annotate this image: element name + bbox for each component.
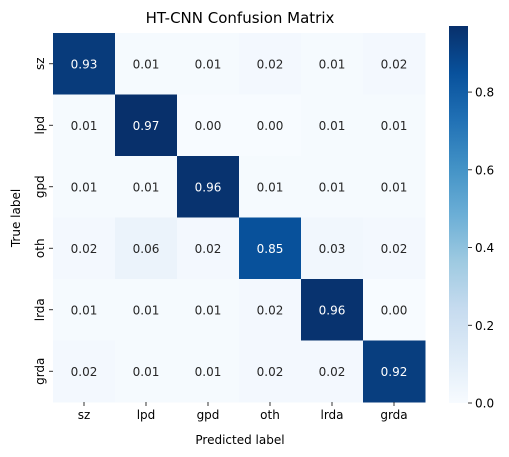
- cell-value-label: 0.00: [195, 119, 222, 133]
- heatmap-cell: [53, 340, 116, 403]
- colorbar-tick-label: 0.0: [475, 397, 494, 411]
- cell-value-label: 0.02: [71, 242, 98, 256]
- x-tick-label: grda: [380, 408, 407, 422]
- cell-value-label: 0.01: [319, 119, 346, 133]
- heatmap-cell: [301, 340, 364, 403]
- heatmap-cells: [53, 33, 426, 403]
- heatmap-cell: [301, 279, 364, 341]
- cell-value-label: 0.97: [133, 119, 160, 133]
- heatmap-cell: [177, 340, 240, 403]
- y-tick-label: grda: [33, 358, 47, 385]
- heatmap-cell: [301, 217, 364, 280]
- cell-value-label: 0.01: [71, 303, 98, 317]
- heatmap-cell: [301, 94, 364, 157]
- cell-value-label: 0.01: [319, 180, 346, 194]
- cell-value-label: 0.02: [195, 242, 222, 256]
- colorbar: 0.0 0.2 0.4 0.6 0.8: [449, 26, 494, 411]
- heatmap-cell: [239, 217, 302, 280]
- y-tick-label: sz: [33, 57, 47, 70]
- cell-value-labels: 0.93 0.01 0.01 0.02 0.01 0.02 0.01 0.97 0.00 0.00…: [71, 57, 408, 379]
- cell-value-label: 0.01: [195, 365, 222, 379]
- heatmap-cell: [115, 33, 178, 95]
- x-tick-label: sz: [78, 408, 91, 422]
- cell-value-label: 0.02: [257, 57, 284, 71]
- cell-value-label: 0.01: [133, 303, 160, 317]
- x-tick-label: lpd: [137, 408, 156, 422]
- chart-title: HT-CNN Confusion Matrix: [146, 9, 335, 27]
- heatmap-cell: [239, 33, 302, 95]
- cell-value-label: 0.01: [195, 303, 222, 317]
- heatmap-cell: [115, 94, 178, 157]
- heatmap-cell: [239, 340, 302, 403]
- heatmap-cell: [363, 217, 426, 280]
- heatmap-cell: [239, 156, 302, 218]
- cell-value-label: 0.03: [319, 242, 346, 256]
- y-tick-label: lrda: [33, 298, 47, 321]
- cell-value-label: 0.00: [257, 119, 284, 133]
- heatmap-cell: [53, 156, 116, 218]
- cell-value-label: 0.02: [381, 57, 408, 71]
- y-tick-label: gpd: [33, 175, 47, 198]
- heatmap-cell: [115, 340, 178, 403]
- heatmap-cell: [53, 279, 116, 341]
- heatmap-cell: [53, 33, 116, 95]
- x-axis-label: Predicted label: [195, 433, 284, 447]
- cell-value-label: 0.01: [257, 180, 284, 194]
- heatmap-cell: [115, 156, 178, 218]
- cell-value-label: 0.01: [319, 57, 346, 71]
- cell-value-label: 0.85: [257, 242, 284, 256]
- cell-value-label: 0.00: [381, 303, 408, 317]
- y-tick-label: lpd: [33, 116, 47, 135]
- colorbar-tick-label: 0.2: [475, 319, 494, 333]
- y-axis-label: True label: [9, 189, 23, 248]
- y-axis: sz lpd gpd oth lrda grda: [33, 57, 53, 385]
- cell-value-label: 0.02: [319, 365, 346, 379]
- heatmap-cell: [53, 217, 116, 280]
- cell-value-label: 0.02: [71, 365, 98, 379]
- cell-value-label: 0.01: [133, 180, 160, 194]
- heatmap-cell: [363, 340, 426, 403]
- heatmap-cell: [53, 94, 116, 157]
- heatmap-cell: [115, 217, 178, 280]
- cell-value-label: 0.01: [133, 57, 160, 71]
- heatmap-cell: [115, 279, 178, 341]
- cell-value-label: 0.02: [257, 365, 284, 379]
- colorbar-gradient: [449, 26, 468, 403]
- colorbar-tick-label: 0.4: [475, 241, 494, 255]
- cell-value-label: 0.93: [71, 57, 98, 71]
- cell-value-label: 0.92: [381, 365, 408, 379]
- colorbar-tick-label: 0.8: [475, 86, 494, 100]
- cell-value-label: 0.96: [195, 180, 222, 194]
- x-tick-label: oth: [260, 408, 280, 422]
- heatmap-cell: [239, 279, 302, 341]
- x-tick-label: lrda: [320, 408, 343, 422]
- x-axis: sz lpd gpd oth lrda grda: [78, 402, 408, 422]
- cell-value-label: 0.01: [381, 119, 408, 133]
- cell-value-label: 0.02: [257, 303, 284, 317]
- heatmap-cell: [363, 279, 426, 341]
- heatmap-cell: [177, 279, 240, 341]
- heatmap-cell: [363, 156, 426, 218]
- heatmap-cell: [301, 33, 364, 95]
- cell-value-label: 0.01: [381, 180, 408, 194]
- heatmap-cell: [363, 33, 426, 95]
- y-tick-label: oth: [33, 238, 47, 258]
- cell-value-label: 0.02: [381, 242, 408, 256]
- cell-value-label: 0.01: [195, 57, 222, 71]
- cell-value-label: 0.01: [71, 119, 98, 133]
- x-tick-label: gpd: [197, 408, 220, 422]
- cell-value-label: 0.01: [133, 365, 160, 379]
- heatmap-cell: [301, 156, 364, 218]
- heatmap-cell: [177, 94, 240, 157]
- heatmap-cell: [177, 217, 240, 280]
- heatmap-cell: [239, 94, 302, 157]
- colorbar-tick-label: 0.6: [475, 163, 494, 177]
- heatmap-cell: [177, 33, 240, 95]
- heatmap-cell: [363, 94, 426, 157]
- heatmap-cell: [177, 156, 240, 218]
- cell-value-label: 0.01: [71, 180, 98, 194]
- cell-value-label: 0.06: [133, 242, 160, 256]
- cell-value-label: 0.96: [319, 303, 346, 317]
